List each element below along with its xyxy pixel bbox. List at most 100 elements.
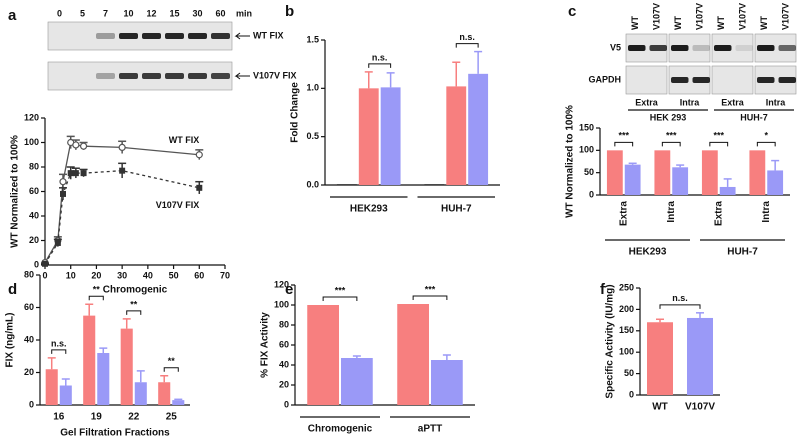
y-axis-label: WT Normalized to 100%	[10, 135, 21, 248]
x-tick-label: 0	[42, 270, 47, 280]
marker	[80, 170, 87, 177]
blot-band	[211, 33, 230, 39]
x-tick-label: 60	[194, 270, 204, 280]
significance-label: n.s.	[51, 338, 67, 348]
bar	[172, 400, 185, 405]
bar	[307, 305, 339, 405]
lane-label: 60	[215, 8, 225, 18]
marker	[195, 151, 203, 159]
significance-bracket	[412, 295, 448, 300]
significance-bracket	[51, 349, 67, 354]
blot-band	[671, 77, 689, 83]
bar	[97, 353, 110, 405]
significance-bracket	[756, 141, 776, 147]
bar	[424, 184, 445, 185]
panel-letter: b	[285, 3, 294, 20]
blot-band	[119, 33, 138, 39]
bar	[701, 150, 718, 195]
y-axis-label: Specific Activity (IU/mg)	[605, 284, 616, 398]
marker	[42, 260, 48, 267]
significance-bracket	[709, 141, 729, 147]
y-tick-label: 200	[619, 304, 634, 314]
y-tick-label: 100	[579, 145, 594, 155]
significance-bracket	[659, 304, 701, 309]
y-tick-label: 0	[29, 399, 34, 409]
lane-label: V107V	[781, 3, 791, 30]
blot-band	[757, 77, 775, 83]
marker	[79, 142, 88, 150]
bar	[606, 150, 623, 195]
bar	[654, 150, 671, 195]
bar	[336, 184, 357, 185]
x-tick-label: aPTT	[418, 424, 442, 435]
marker	[118, 143, 126, 151]
significance-bracket	[455, 43, 479, 48]
blot-strip	[711, 65, 754, 95]
x-tick-label: 30	[117, 270, 127, 280]
bar	[749, 150, 766, 195]
blot-band	[757, 45, 775, 51]
x-tick-label: 40	[143, 270, 153, 280]
group-label: HEK293	[629, 247, 667, 258]
blot-band	[119, 73, 138, 79]
panel-letter: e	[285, 281, 293, 298]
lane-label: 10	[123, 8, 133, 18]
lane-label: WT	[716, 16, 726, 30]
blot-band	[142, 73, 161, 79]
x-tick-label: 25	[166, 412, 178, 423]
significance-bracket	[126, 310, 142, 315]
significance-bracket	[88, 295, 104, 301]
bar	[446, 86, 467, 185]
series-label: V107V FIX	[156, 200, 200, 210]
x-axis-label: Chromogenic	[103, 285, 168, 296]
marker	[54, 239, 61, 246]
row-label: V5	[610, 42, 621, 52]
blot-band	[778, 45, 796, 51]
x-tick-label: HUH-7	[441, 204, 472, 215]
x-tick-label: Intra	[666, 201, 677, 223]
x-tick-label: Chromogenic	[308, 424, 373, 435]
panel-letter: f	[600, 281, 606, 298]
bar	[158, 382, 171, 405]
y-tick-label: 50	[624, 368, 634, 378]
blot-band	[96, 73, 115, 79]
y-tick-label: 60	[29, 186, 39, 196]
blot-band	[671, 45, 689, 51]
y-tick-label: 20	[279, 379, 289, 389]
y-axis-label: WT Normalized to 100%	[565, 105, 576, 218]
marker	[72, 170, 79, 177]
y-tick-label: 80	[24, 269, 34, 279]
lane-label: 7	[103, 8, 108, 18]
bar	[380, 87, 401, 185]
significance-label: ***	[335, 285, 346, 295]
lane-label: 5	[80, 8, 85, 18]
bar	[134, 382, 147, 405]
y-tick-label: 40	[24, 334, 34, 344]
cell-label: HEK 293	[650, 112, 687, 122]
y-tick-label: 0	[589, 189, 594, 199]
fraction-label: Intra	[766, 97, 786, 107]
blot-band	[692, 77, 710, 83]
fraction-label: Intra	[680, 97, 700, 107]
blot-band	[188, 73, 207, 79]
y-tick-label: 1.0	[306, 83, 319, 93]
y-tick-label: 20	[24, 367, 34, 377]
lane-label: WT	[673, 16, 683, 30]
significance-bracket	[368, 63, 392, 68]
y-tick-label: 40	[29, 210, 39, 220]
y-tick-label: 1.5	[306, 34, 319, 44]
y-tick-label: 150	[579, 122, 594, 132]
x-tick-label: Intra	[761, 201, 772, 223]
significance-label: **	[168, 356, 176, 366]
x-axis-label: Gel Filtration Fractions	[60, 428, 170, 439]
x-tick-label: Extra	[618, 201, 629, 226]
blot-band	[692, 45, 710, 51]
significance-label: **	[130, 299, 138, 309]
bar	[45, 369, 58, 405]
x-tick-label: 19	[91, 412, 103, 423]
fraction-label: Extra	[721, 97, 745, 107]
y-tick-label: 80	[29, 161, 39, 171]
series-label: WT FIX	[169, 135, 200, 145]
blot-band	[96, 33, 115, 39]
